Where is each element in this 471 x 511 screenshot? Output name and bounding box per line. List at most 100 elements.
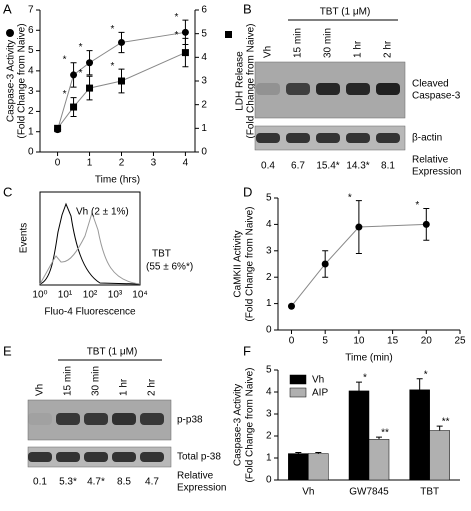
y-tick-label: 2 [266, 272, 272, 283]
legend-circle [6, 29, 14, 37]
lane-label: Vh [35, 384, 46, 396]
y-tick-label: 3 [266, 409, 272, 420]
band [286, 83, 310, 95]
band [112, 413, 136, 425]
point [422, 220, 430, 228]
y-tick-label: 0 [201, 147, 207, 158]
y-tick-label: 0 [28, 147, 34, 158]
y-axis-label: CaMKII Activity [233, 230, 244, 297]
lane-label: 30 min [323, 28, 334, 58]
x-tick-label: 0 [55, 158, 61, 169]
lane-label: 2 hr [147, 378, 158, 396]
x-tick-label: 4 [183, 158, 189, 169]
legend-square [225, 31, 232, 38]
point [181, 28, 189, 36]
y-tick-label: 0 [266, 325, 272, 336]
expression-value: 4.7* [87, 477, 105, 488]
x-tick-label: 10¹ [58, 290, 73, 301]
y-tick-label: 6 [201, 5, 207, 16]
legend-label: AIP [312, 388, 328, 399]
bar [409, 389, 430, 481]
y-tick-label: 6 [28, 25, 34, 36]
band [140, 452, 164, 462]
expression-label: Relative [412, 155, 449, 166]
y2-axis-label: (Fold Change from Naive) [246, 23, 257, 138]
x-tick-label: 2 [119, 158, 125, 169]
y-tick-label: 3 [28, 86, 34, 97]
significance: * [79, 68, 83, 79]
expression-value: 4.7 [145, 477, 159, 488]
row-label: Caspase-3 [412, 91, 461, 102]
band [84, 452, 108, 462]
band [140, 413, 164, 425]
y-tick-label: 7 [28, 5, 34, 16]
significance: ** [442, 417, 450, 428]
point [287, 302, 295, 310]
expression-value: 0.4 [261, 161, 275, 172]
tbt-curve [39, 211, 141, 285]
x-tick-label: 10² [83, 290, 98, 301]
lane-label: 1 hr [353, 40, 364, 58]
significance: * [174, 30, 178, 41]
bar [348, 390, 370, 481]
point [70, 103, 78, 111]
lane-label: 15 min [63, 366, 74, 396]
x-tick-label: 0 [289, 336, 295, 347]
x-tick-label: 3 [151, 158, 157, 169]
x-tick-label: TBT [420, 487, 439, 498]
y-tick-label: 5 [201, 28, 207, 39]
significance: * [363, 373, 367, 384]
significance: * [111, 24, 115, 35]
significance: * [79, 42, 83, 53]
y-tick-label: 3 [201, 76, 207, 87]
legend-swatch [289, 387, 307, 398]
y-tick-label: 3 [266, 245, 272, 256]
panel-label: E [3, 343, 12, 358]
y-tick-label: 1 [266, 298, 272, 309]
significance: * [111, 61, 115, 72]
significance: * [63, 54, 67, 65]
band [256, 133, 280, 143]
y-tick-label: 4 [28, 65, 34, 76]
point [86, 59, 94, 67]
series-line [291, 223, 427, 307]
band [56, 413, 80, 425]
y-axis-label: Events [19, 223, 30, 254]
y-tick-label: 2 [28, 106, 34, 117]
x-tick-label: GW7845 [349, 487, 389, 498]
panel-label: D [243, 184, 252, 199]
lane-label: 1 hr [119, 378, 130, 396]
x-axis-label: Time (hrs) [95, 175, 140, 186]
row-label: p-p38 [177, 415, 203, 426]
band [256, 83, 280, 95]
y-axis-label: (Fold Change from Naive) [245, 367, 256, 482]
expression-label: Expression [177, 483, 226, 494]
band [112, 452, 136, 462]
y-tick-label: 2 [266, 431, 272, 442]
bar [368, 439, 390, 481]
point [321, 260, 329, 268]
y-axis-label: (Fold Change from Naive) [17, 23, 28, 138]
error-bar [376, 436, 382, 440]
significance: * [348, 192, 352, 203]
y-tick-label: 4 [201, 52, 207, 63]
x-axis-label: Fluo-4 Fluorescence [44, 307, 136, 318]
bar [429, 430, 450, 481]
x-tick-label: 10³ [108, 290, 123, 301]
expression-label: Relative [177, 471, 214, 482]
band [316, 133, 340, 143]
y-tick-label: 2 [201, 99, 207, 110]
error-bar [356, 381, 362, 391]
panel-label: F [243, 343, 251, 358]
curve-label: TBT [152, 249, 171, 260]
band [28, 413, 52, 425]
point [70, 71, 78, 79]
x-tick-label: 5 [322, 336, 328, 347]
x-tick-label: 10⁴ [132, 290, 147, 301]
lane-label: 30 min [91, 366, 102, 396]
y-tick-label: 5 [28, 45, 34, 56]
panel-label: C [3, 184, 12, 199]
expression-value: 8.5 [117, 477, 131, 488]
row-label: Total p-38 [177, 452, 221, 463]
